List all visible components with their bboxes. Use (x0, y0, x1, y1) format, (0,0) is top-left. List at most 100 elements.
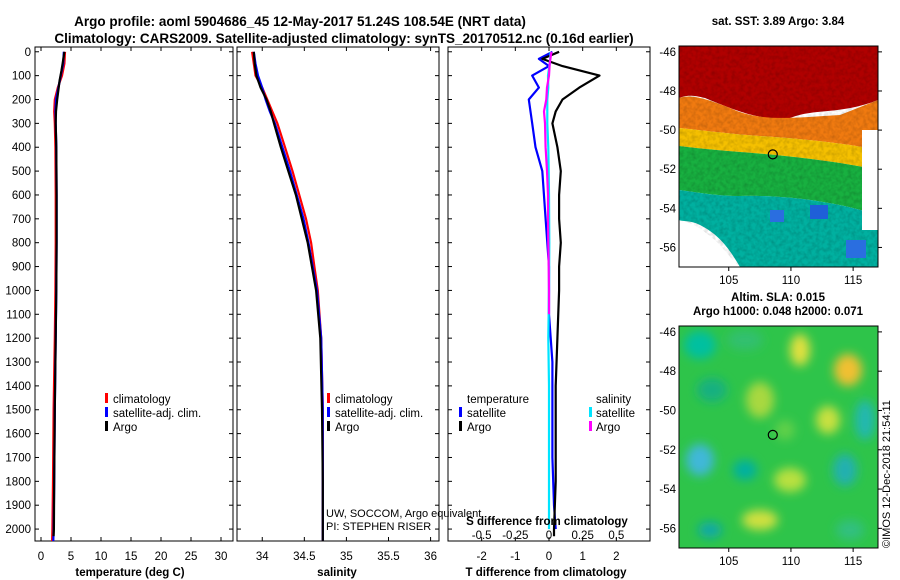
x-tick-label: -2 (477, 551, 487, 563)
x-top-tick-label: 0 (546, 530, 552, 542)
depth-tick-label: 1400 (5, 381, 31, 393)
temperature-axes-frame (34, 46, 234, 542)
legend-label-s-satellite: satellite (596, 408, 635, 420)
lat-tick-label: -50 (659, 405, 676, 417)
lon-tick-label: 115 (844, 556, 862, 568)
lat-tick-label: -46 (659, 327, 676, 339)
legend-swatch-satellite (105, 407, 108, 417)
depth-tick-label: 800 (12, 238, 31, 250)
depth-tick-label: 1200 (5, 333, 31, 345)
lat-tick-label: -46 (659, 47, 676, 59)
legend-title-temperature: temperature (467, 394, 529, 406)
credit-line2: PI: STEPHEN RISER (326, 521, 431, 533)
depth-tick-label: 400 (12, 142, 31, 154)
imos-watermark: ©IMOS 12-Dec-2018 21:54:11 (881, 400, 893, 548)
series-line-s-argo (542, 51, 553, 315)
legend-label-satellite: satellite-adj. clim. (335, 408, 423, 420)
x-tick-label: 5 (68, 551, 74, 563)
depth-tick-label: 100 (12, 71, 31, 83)
temperature-plot: 0 5 10 15 20 25 30 (38, 47, 228, 563)
lon-tick-label: 105 (719, 275, 738, 287)
depth-tick-label: 1300 (5, 357, 31, 369)
argo-location-marker (767, 429, 778, 440)
difference-legend: temperature satellite Argo salinity sate… (459, 394, 635, 434)
credit-line1: UW, SOCCOM, Argo equivalent (326, 508, 481, 520)
depth-tick-label: 1600 (5, 429, 31, 441)
x-tick-label: 10 (95, 551, 108, 563)
depth-tick-label: 900 (12, 262, 31, 274)
sla-map-title-line2: Argo h1000: 0.048 h2000: 0.071 (693, 306, 864, 318)
depth-tick-label: 500 (12, 166, 31, 178)
depth-tick-label: 0 (25, 47, 31, 59)
legend-swatch-t-satellite (459, 407, 462, 417)
legend-swatch-t-argo (459, 421, 462, 431)
x-top-tick-label: -0.25 (502, 530, 528, 542)
legend-label-argo: Argo (113, 422, 137, 434)
lon-tick-label: 110 (782, 556, 800, 568)
lat-tick-label: -52 (659, 445, 676, 457)
legend-title-salinity: salinity (596, 394, 631, 406)
lat-tick-label: -52 (659, 164, 676, 176)
lat-tick-label: -48 (659, 366, 676, 378)
depth-tick-label: 1000 (5, 285, 31, 297)
legend-label-climatology: climatology (113, 394, 171, 406)
legend-label-s-argo: Argo (596, 422, 620, 434)
sla-map-title-line1: Altim. SLA: 0.015 (731, 292, 826, 304)
x-tick-label: 35 (340, 551, 353, 563)
lat-tick-label: -56 (659, 242, 676, 254)
salinity-legend: climatology satellite-adj. clim. Argo (327, 393, 423, 434)
lat-tick-label: -54 (659, 203, 676, 215)
sst-map-field (679, 46, 878, 267)
x-tick-label: 0 (38, 551, 44, 563)
difference-xlabel: T difference from climatology (465, 567, 627, 579)
lon-tick-label: 110 (782, 275, 800, 287)
lon-tick-label: 105 (719, 556, 738, 568)
depth-tick-label: 2000 (5, 524, 31, 536)
depth-tick-label: 700 (12, 214, 31, 226)
legend-swatch-s-argo (589, 421, 592, 431)
difference-xlabel-top: S difference from climatology (466, 516, 628, 528)
sst-map-axes: 105 110 115 -46 -48 -50 -52 -54 -56 (659, 47, 882, 287)
sst-map-frame (678, 45, 879, 268)
argo-location-marker (767, 149, 778, 160)
figure-title-line1: Argo profile: aoml 5904686_45 12-May-201… (74, 14, 526, 29)
x-top-tick-label: 0.25 (571, 530, 593, 542)
salinity-plot: 34 34.5 35 35.5 36 (251, 47, 437, 563)
x-top-tick-label: -0.5 (472, 530, 492, 542)
legend-label-satellite: satellite-adj. clim. (113, 408, 201, 420)
difference-plot: -2 -1 0 1 2 -0.5 -0.25 0 0.25 0.5 (472, 47, 624, 563)
sla-map-field (679, 326, 878, 548)
x-tick-label: 0 (546, 551, 552, 563)
sla-map-frame (678, 325, 879, 549)
lon-tick-label: 115 (844, 275, 862, 287)
sst-map-title: sat. SST: 3.89 Argo: 3.84 (712, 16, 845, 28)
depth-tick-label: 300 (12, 118, 31, 130)
series-line-t-satellite (527, 50, 557, 530)
legend-swatch-argo (327, 421, 330, 431)
lat-tick-label: -56 (659, 523, 676, 535)
x-tick-label: 15 (125, 551, 138, 563)
x-tick-label: 34 (256, 551, 269, 563)
legend-swatch-satellite (327, 407, 330, 417)
x-tick-label: 34.5 (293, 551, 315, 563)
depth-tick-label: 200 (12, 95, 31, 107)
legend-swatch-climatology (105, 393, 108, 403)
legend-label-argo: Argo (335, 422, 359, 434)
depth-tick-label: 1900 (5, 500, 31, 512)
salinity-axes-frame (236, 46, 440, 542)
depth-tick-label: 1100 (6, 309, 31, 321)
x-tick-label: 25 (185, 551, 198, 563)
lat-tick-label: -50 (659, 125, 676, 137)
legend-label-t-satellite: satellite (467, 408, 506, 420)
temperature-legend: climatology satellite-adj. clim. Argo (105, 393, 201, 434)
salinity-xlabel: salinity (317, 567, 357, 579)
series-line-satellite-adj-clim- (252, 51, 324, 541)
depth-tick-label: 1500 (5, 405, 31, 417)
x-tick-label: 30 (215, 551, 228, 563)
x-tick-label: 36 (424, 551, 437, 563)
lat-tick-label: -48 (659, 86, 676, 98)
depth-tick-label: 1700 (5, 452, 31, 464)
figure-title-line2: Climatology: CARS2009. Satellite-adjuste… (54, 31, 633, 46)
lat-tick-label: -54 (659, 484, 676, 496)
